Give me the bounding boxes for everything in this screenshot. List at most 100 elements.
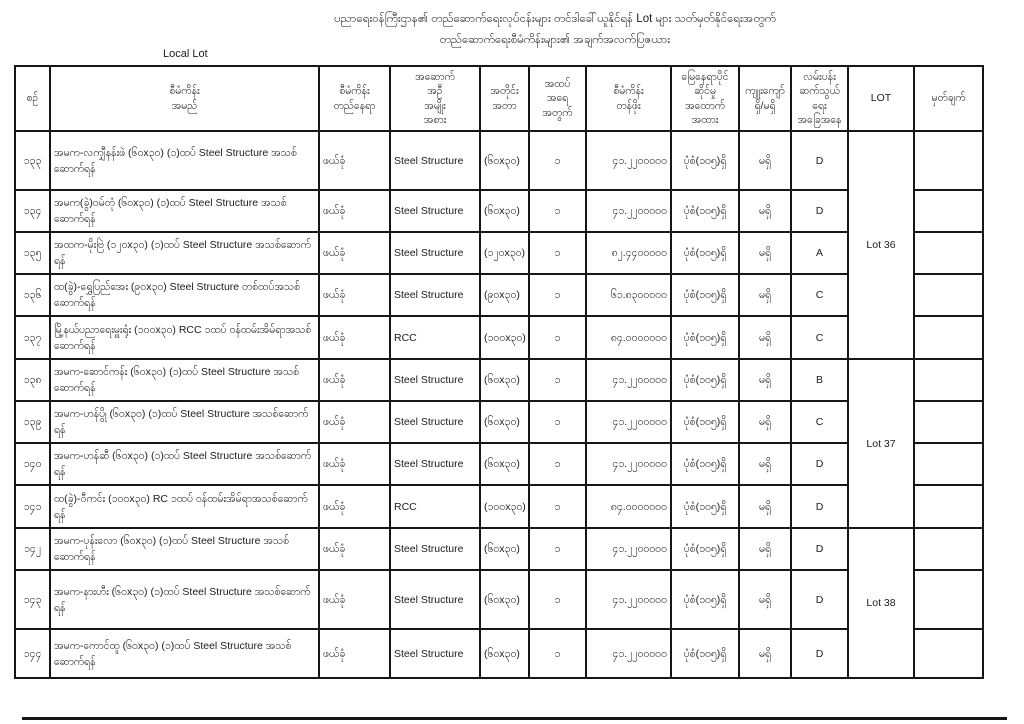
cell-value: ၄၁.၂၂၀၀၀၀၀ <box>585 628 672 679</box>
cell-value: ၄၁.၂၂၀၀၀၀၀ <box>585 569 672 630</box>
cell-dimension: (၆၀x၃၀) <box>479 442 530 486</box>
cell-name: အမက-ကောင်ထူ (၆၀x၃၀) (၁)ထပ် Steel Structu… <box>49 628 320 679</box>
cell-building-type: Steel Structure <box>389 628 481 679</box>
column-header-floors: အထပ် အရေ အတွက် <box>528 65 587 132</box>
cell-remark <box>913 231 984 275</box>
cell-dimension: (၆၀x၃၀) <box>479 400 530 444</box>
cell-remark <box>913 628 984 679</box>
cell-remark <box>913 189 984 233</box>
cell-no: ၁၄၀ <box>14 442 51 486</box>
cell-no: ၁၃၆ <box>14 273 51 317</box>
cell-ownership: ပုံစံ(၁၀၅)ရှိ <box>670 273 740 317</box>
cell-dimension: (၁၀၀x၃၀) <box>479 315 530 360</box>
cell-encroachment: မရှိ <box>738 358 792 402</box>
cell-remark <box>913 400 984 444</box>
cell-location: ဖယ်ခုံ <box>318 231 391 275</box>
cell-building-type: Steel Structure <box>389 400 481 444</box>
table-row: ၁၃၇ မြို့နယ်ပညာရေးမှူးရုံး (၁၀၀x၃၀) RCC ၁… <box>14 315 984 360</box>
column-header-ownership: မြေနေရာပိုင် ဆိုင်မှု အထောက် အထား <box>670 65 740 132</box>
cell-floors: ၁ <box>528 484 587 529</box>
cell-dimension: (၆၀x၃၀) <box>479 130 530 191</box>
cell-location: ဖယ်ခုံ <box>318 400 391 444</box>
cell-ownership: ပုံစံ(၁၀၅)ရှိ <box>670 569 740 630</box>
cell-ownership: ပုံစံ(၁၀၅)ရှိ <box>670 130 740 191</box>
title-line-1: ပညာရေးဝန်ကြီးဌာန၏ တည်ဆောက်ရေးလုပ်ငန်းမျာ… <box>334 13 776 25</box>
cell-dimension: (၁၀၀x၃၀) <box>479 484 530 529</box>
cell-remark <box>913 569 984 630</box>
cell-name: အမက-ဟန်ဆီ (၆၀x၃၀) (၁)ထပ် Steel Structure… <box>49 442 320 486</box>
cell-road: D <box>790 442 849 486</box>
cell-building-type: Steel Structure <box>389 569 481 630</box>
cell-floors: ၁ <box>528 273 587 317</box>
cell-value: ၈၄.၀၀၀၀၀၀၀ <box>585 484 672 529</box>
cell-name: အမက(ခွဲ)ဝမ်တုံ (၆၀x၃၀) (၁)ထပ် Steel Stru… <box>49 189 320 233</box>
cell-remark <box>913 315 984 360</box>
table-row: ၁၃၆ ထ(ခွဲ)-ရွှေပြည်အေး (၉၀x၃၀) Steel Stru… <box>14 273 984 317</box>
next-page-top-border <box>22 717 1007 720</box>
cell-ownership: ပုံစံ(၁၀၅)ရှိ <box>670 484 740 529</box>
cell-location: ဖယ်ခုံ <box>318 569 391 630</box>
cell-no: ၁၃၈ <box>14 358 51 402</box>
cell-dimension: (၆၀x၃၀) <box>479 628 530 679</box>
cell-no: ၁၄၂ <box>14 527 51 571</box>
table-row: ၁၃၃ အမက-လကျှီနန်းဖဲ (၆၀x၃၀) (၁)ထပ် Steel … <box>14 130 984 360</box>
cell-road: B <box>790 358 849 402</box>
cell-dimension: (၆၀x၃၀) <box>479 189 530 233</box>
cell-road: C <box>790 315 849 360</box>
cell-ownership: ပုံစံ(၁၀၅)ရှိ <box>670 189 740 233</box>
cell-location: ဖယ်ခုံ <box>318 358 391 402</box>
cell-encroachment: မရှိ <box>738 442 792 486</box>
cell-encroachment: မရှိ <box>738 527 792 571</box>
cell-value: ၄၁.၂၂၀၀၀၀၀ <box>585 189 672 233</box>
cell-encroachment: မရှိ <box>738 400 792 444</box>
cell-value: ၄၁.၂၂၀၀၀၀၀ <box>585 130 672 191</box>
cell-floors: ၁ <box>528 569 587 630</box>
cell-name: အမက-နားဟီး (၆၀x၃၀) (၁)ထပ် Steel Structur… <box>49 569 320 630</box>
local-lot-label: Local Lot <box>163 48 208 60</box>
cell-building-type: Steel Structure <box>389 130 481 191</box>
table-row: ၁၃၄ အမက(ခွဲ)ဝမ်တုံ (၆၀x၃၀) (၁)ထပ် Steel S… <box>14 189 984 233</box>
cell-ownership: ပုံစံ(၁၀၅)ရှိ <box>670 358 740 402</box>
cell-building-type: Steel Structure <box>389 273 481 317</box>
cell-road: D <box>790 130 849 191</box>
cell-location: ဖယ်ခုံ <box>318 442 391 486</box>
cell-floors: ၁ <box>528 628 587 679</box>
column-header-lot: LOT <box>847 65 915 132</box>
column-header-name: စီမံကိန်း အမည် <box>49 65 320 132</box>
cell-dimension: (၆၀x၃၀) <box>479 527 530 571</box>
projects-table: စဉ် စီမံကိန်း အမည် စီမံကိန်း တည်နေရာ အဆောက်… <box>14 65 984 679</box>
cell-location: ဖယ်ခုံ <box>318 628 391 679</box>
cell-dimension: (၆၀x၃၀) <box>479 569 530 630</box>
column-header-encroachment: ကျူးကျော် ရှိ/မရှိ <box>738 65 792 132</box>
cell-floors: ၁ <box>528 231 587 275</box>
cell-remark <box>913 484 984 529</box>
column-header-building_type: အဆောက် အဦ အမျိုး အစား <box>389 65 481 132</box>
cell-value: ၈၄.၀၀၀၀၀၀၀ <box>585 315 672 360</box>
cell-encroachment: မရှိ <box>738 315 792 360</box>
cell-building-type: RCC <box>389 484 481 529</box>
cell-floors: ၁ <box>528 358 587 402</box>
table-row: ၁၄၁ ထ(ခွဲ)-ဝီကင်း (၁၀၀x၃၀) RC ၁ထပ် ဝန်ထမ်… <box>14 484 984 529</box>
cell-location: ဖယ်ခုံ <box>318 273 391 317</box>
cell-road: C <box>790 400 849 444</box>
cell-ownership: ပုံစံ(၁၀၅)ရှိ <box>670 231 740 275</box>
cell-encroachment: မရှိ <box>738 130 792 191</box>
cell-dimension: (၆၀x၃၀) <box>479 358 530 402</box>
cell-road: D <box>790 189 849 233</box>
cell-road: A <box>790 231 849 275</box>
cell-name: အမက-ပုန်းလော (၆၀x၃၀) (၁)ထပ် Steel Struct… <box>49 527 320 571</box>
cell-no: ၁၃၇ <box>14 315 51 360</box>
cell-location: ဖယ်ခုံ <box>318 189 391 233</box>
lot-group-cell: Lot 37 <box>847 358 915 529</box>
cell-building-type: RCC <box>389 315 481 360</box>
table-row: ၁၄၄ အမက-ကောင်ထူ (၆၀x၃၀) (၁)ထပ် Steel Stru… <box>14 628 984 679</box>
cell-road: D <box>790 628 849 679</box>
cell-ownership: ပုံစံ(၁၀၅)ရှိ <box>670 315 740 360</box>
cell-ownership: ပုံစံ(၁၀၅)ရှိ <box>670 400 740 444</box>
cell-dimension: (၁၂၀x၃၀) <box>479 231 530 275</box>
cell-name: အမက-လကျှီနန်းဖဲ (၆၀x၃၀) (၁)ထပ် Steel Str… <box>49 130 320 191</box>
cell-ownership: ပုံစံ(၁၀၅)ရှိ <box>670 442 740 486</box>
cell-no: ၁၃၅ <box>14 231 51 275</box>
table-header-row: စဉ် စီမံကိန်း အမည် စီမံကိန်း တည်နေရာ အဆောက်… <box>14 65 984 132</box>
cell-value: ၄၁.၂၂၀၀၀၀၀ <box>585 442 672 486</box>
